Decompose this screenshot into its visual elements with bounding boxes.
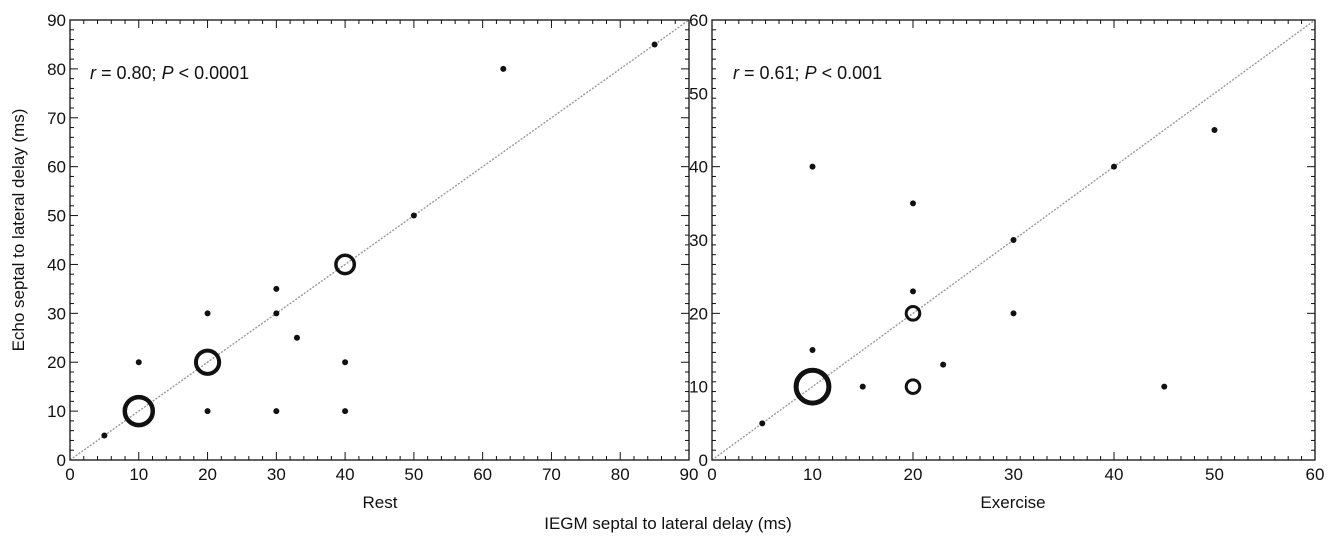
- rest-data-point: [334, 253, 357, 276]
- rest-data-point: [500, 65, 507, 72]
- exercise-x-tick-label: 30: [1004, 465, 1023, 484]
- rest-data-point: [342, 359, 349, 366]
- exercise-r-symbol: r: [733, 63, 740, 83]
- exercise-data-point: [759, 420, 766, 427]
- exercise-r-value: = 0.61;: [739, 63, 805, 83]
- exercise-y-tick-label: 60: [689, 11, 708, 30]
- rest-data-point: [273, 285, 280, 292]
- exercise-data-point: [910, 200, 916, 207]
- exercise-x-tick-label: 0: [707, 465, 716, 484]
- rest-x-tick-label: 70: [542, 465, 561, 484]
- exercise-p-value: < 0.001: [817, 63, 883, 83]
- rest-y-tick-label: 30: [47, 304, 66, 323]
- exercise-x-tick-label: 10: [803, 465, 822, 484]
- rest-data-point: [101, 432, 108, 439]
- rest-data-point: [293, 334, 300, 341]
- exercise-x-tick-label: 50: [1205, 465, 1224, 484]
- rest-y-tick-label: 80: [47, 60, 66, 79]
- exercise-x-axis-label: Exercise: [980, 493, 1045, 512]
- rest-data-point: [651, 41, 658, 48]
- exercise-data-point: [904, 378, 922, 395]
- exercise-data-point: [809, 347, 816, 353]
- rest-data-point: [135, 359, 142, 366]
- rest-correlation-annotation: r = 0.80; P < 0.0001: [90, 63, 249, 83]
- rest-data-point: [342, 408, 349, 415]
- rest-p-symbol: P: [162, 63, 174, 83]
- rest-x-tick-label: 20: [198, 465, 217, 484]
- shared-x-axis-label: IEGM septal to lateral delay (ms): [544, 514, 792, 533]
- rest-y-tick-label: 20: [47, 353, 66, 372]
- rest-x-tick-label: 60: [473, 465, 492, 484]
- exercise-y-tick-label: 40: [689, 158, 708, 177]
- rest-y-tick-label: 60: [47, 158, 66, 177]
- exercise-x-tick-label: 20: [904, 465, 923, 484]
- rest-data-point: [204, 310, 211, 317]
- exercise-data-point: [1161, 383, 1168, 390]
- exercise-y-tick-label: 0: [699, 451, 708, 470]
- exercise-data-point: [809, 163, 816, 170]
- rest-data-point: [410, 212, 417, 219]
- exercise-identity-line: [711, 19, 1316, 461]
- rest-x-tick-label: 80: [611, 465, 630, 484]
- exercise-x-tick-label: 60: [1306, 465, 1325, 484]
- exercise-p-symbol: P: [805, 63, 817, 83]
- rest-x-axis-label: Rest: [363, 493, 398, 512]
- rest-p-value: < 0.0001: [174, 63, 250, 83]
- exercise-data-point: [904, 305, 922, 322]
- exercise-data-point: [1010, 310, 1017, 317]
- exercise-correlation-annotation: r = 0.61; P < 0.001: [733, 63, 882, 83]
- rest-y-tick-label: 10: [47, 402, 66, 421]
- rest-data-point: [273, 310, 280, 317]
- rest-x-tick-label: 0: [65, 465, 74, 484]
- rest-x-tick-label: 10: [129, 465, 148, 484]
- exercise-data-point: [1211, 127, 1218, 133]
- exercise-data-point: [1010, 237, 1017, 243]
- rest-data-point: [204, 408, 211, 415]
- exercise-data-point: [859, 383, 866, 390]
- rest-r-value: = 0.80;: [96, 63, 162, 83]
- rest-y-tick-label: 0: [57, 451, 66, 470]
- rest-data-point: [122, 394, 156, 428]
- rest-x-tick-label: 30: [267, 465, 286, 484]
- exercise-y-tick-label: 20: [689, 304, 708, 323]
- rest-data-point: [193, 348, 222, 376]
- shared-y-axis-label: Echo septal to lateral delay (ms): [9, 109, 28, 352]
- exercise-y-tick-label: 10: [689, 378, 708, 397]
- exercise-y-tick-label: 50: [689, 84, 708, 103]
- exercise-plot-frame: [711, 19, 1316, 461]
- rest-y-tick-label: 50: [47, 207, 66, 226]
- exercise-data-point: [793, 367, 832, 406]
- rest-data-point: [273, 408, 280, 415]
- rest-y-tick-label: 40: [47, 255, 66, 274]
- rest-r-symbol: r: [90, 63, 97, 83]
- rest-x-tick-label: 50: [404, 465, 423, 484]
- exercise-scatter-panel: 0 10 20 30 40 50 60 0 10 20 30 40 50 60 r = 0.61; P <…: [689, 11, 1324, 512]
- exercise-x-tick-label: 40: [1105, 465, 1124, 484]
- rest-identity-line: [69, 19, 690, 461]
- rest-scatter-panel: 0 10 20 30 40 50 60 70 80 90 0 10 20 30 40 50 60 70 80 90 r…: [47, 11, 698, 512]
- rest-plot-frame: [69, 19, 690, 461]
- exercise-data-point: [910, 288, 916, 295]
- rest-y-tick-label: 70: [47, 109, 66, 128]
- rest-x-tick-label: 90: [680, 465, 699, 484]
- exercise-data-point: [940, 361, 947, 368]
- exercise-data-point: [1111, 163, 1117, 170]
- rest-y-tick-label: 90: [47, 11, 66, 30]
- rest-x-tick-label: 40: [336, 465, 355, 484]
- exercise-y-tick-label: 30: [689, 231, 708, 250]
